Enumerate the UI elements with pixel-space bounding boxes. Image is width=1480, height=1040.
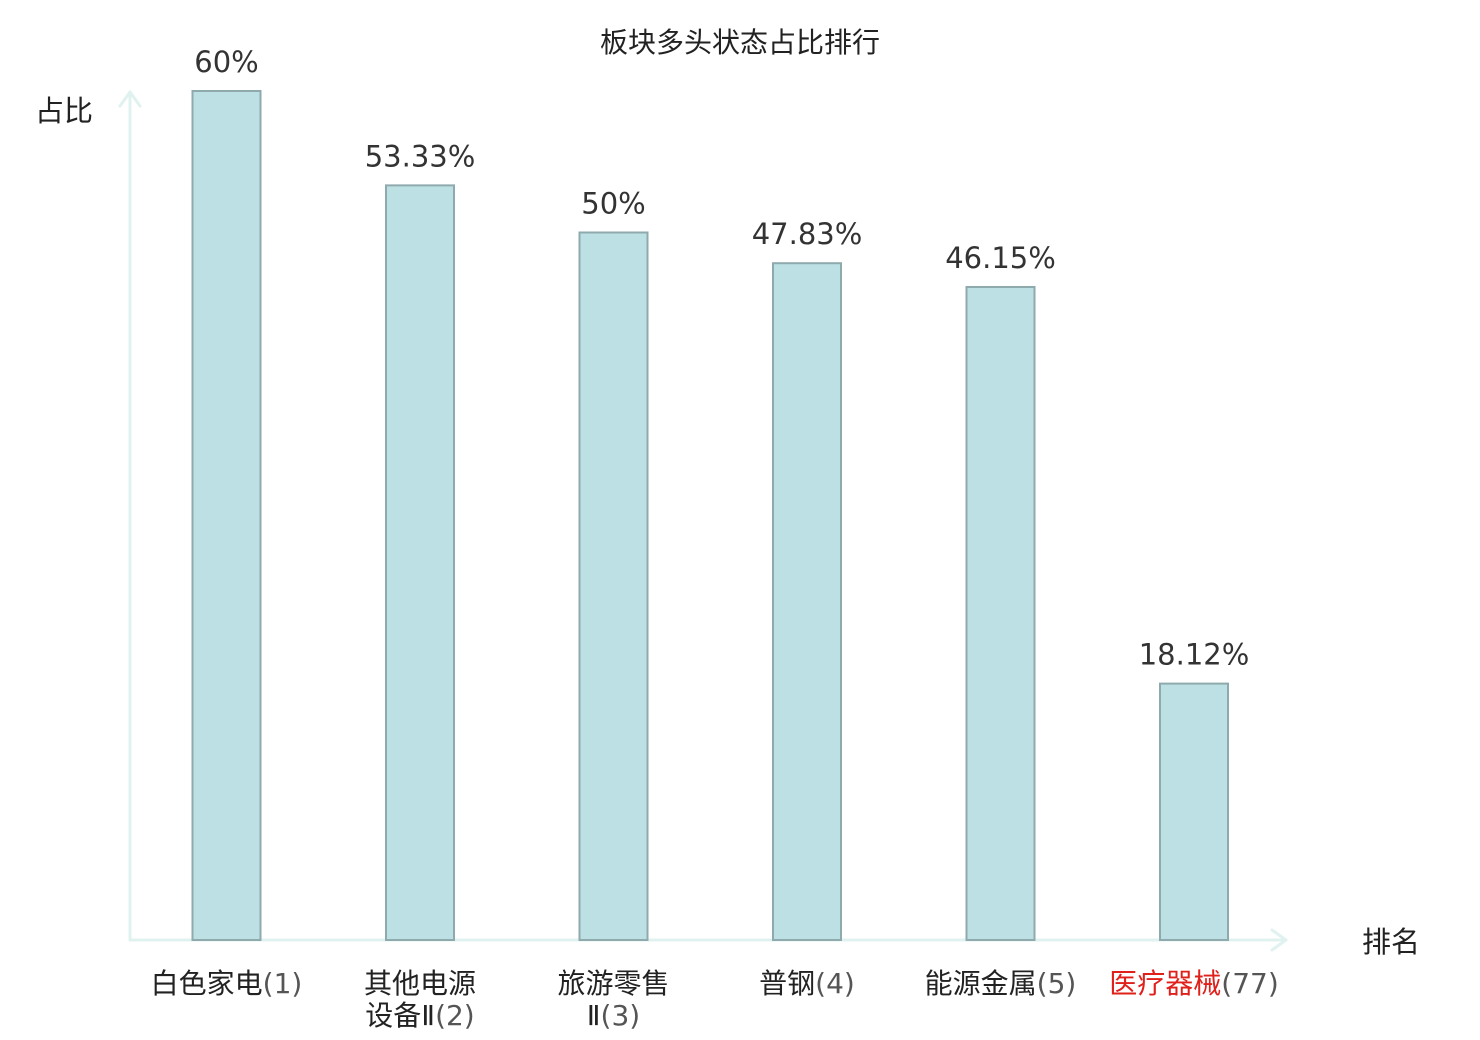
- bars-group: [191, 90, 1229, 942]
- category-rank: (1): [263, 967, 303, 1000]
- bar-value-label: 53.33%: [365, 139, 476, 173]
- bar-value-label: 50%: [581, 187, 645, 221]
- category-name: 普钢: [759, 967, 815, 1000]
- bar-value-label: 46.15%: [945, 241, 1056, 275]
- category-label: 白色家电(1): [151, 967, 303, 1000]
- y-axis-label: 占比: [35, 94, 93, 128]
- category-rank: (3): [601, 999, 641, 1032]
- category-rank: (2): [435, 999, 475, 1032]
- bar-value-label: 18.12%: [1139, 638, 1250, 672]
- category-name: 设备Ⅱ: [365, 999, 435, 1032]
- bar: [578, 231, 649, 941]
- axes: [118, 90, 1288, 952]
- category-name: 医疗器械: [1109, 967, 1221, 1000]
- y-axis-arrow-icon: [118, 90, 142, 108]
- category-rank: (77): [1221, 967, 1278, 1000]
- x-axis-arrow-icon: [1270, 928, 1288, 952]
- category-rank: (4): [815, 967, 855, 1000]
- bar: [965, 285, 1036, 942]
- category-name: 其他电源: [364, 967, 476, 1000]
- category-name: 旅游零售: [557, 967, 669, 1000]
- category-label: 医疗器械(77): [1109, 967, 1279, 1000]
- bar: [385, 184, 455, 941]
- category-name: 能源金属: [925, 967, 1037, 1000]
- category-rank: (5): [1037, 967, 1077, 1000]
- category-name: 白色家电: [151, 967, 263, 1000]
- bar: [772, 262, 842, 941]
- category-label: 能源金属(5): [925, 967, 1077, 1000]
- bar: [1159, 682, 1229, 941]
- chart-title: 板块多头状态占比排行: [600, 26, 880, 59]
- bar: [191, 90, 262, 941]
- category-label: 其他电源: [364, 967, 476, 1000]
- bar-value-label: 47.83%: [752, 217, 863, 251]
- category-label: 普钢(4): [759, 967, 855, 1000]
- category-label: 设备Ⅱ(2): [365, 999, 474, 1032]
- category-label: Ⅱ(3): [587, 999, 640, 1032]
- category-label: 旅游零售: [557, 967, 669, 1000]
- x-axis-label: 排名: [1362, 925, 1420, 959]
- value-labels-group: 60% 53.33% 50% 47.83% 46.15% 18.12%: [194, 45, 1249, 672]
- bar-value-label: 60%: [194, 45, 258, 79]
- category-name: Ⅱ: [587, 999, 601, 1032]
